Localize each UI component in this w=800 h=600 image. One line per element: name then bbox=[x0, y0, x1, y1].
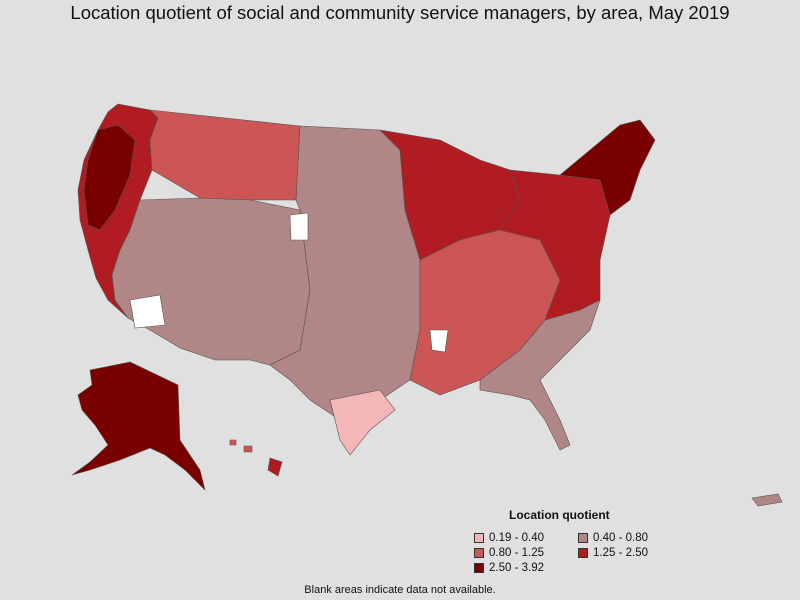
region-pacific-northwest-dark bbox=[83, 124, 136, 231]
no-data-area bbox=[289, 212, 309, 241]
region-texas-gulf bbox=[329, 389, 396, 456]
legend-swatch bbox=[474, 563, 484, 573]
legend-label: 0.40 - 0.80 bbox=[593, 532, 648, 544]
legend-item: 0.80 - 1.25 bbox=[474, 547, 544, 559]
no-data-area bbox=[129, 294, 166, 329]
region-hawaii bbox=[229, 439, 237, 446]
region-alaska bbox=[71, 361, 206, 491]
region-southeast bbox=[479, 299, 601, 451]
map-title: Location quotient of social and communit… bbox=[70, 2, 730, 23]
legend-item: 0.19 - 0.40 bbox=[474, 532, 544, 544]
region-hawaii bbox=[243, 445, 253, 453]
region-hawaii bbox=[267, 457, 283, 477]
legend-item: 2.50 - 3.92 bbox=[474, 562, 544, 574]
legend-swatch bbox=[578, 548, 588, 558]
legend-item: 0.40 - 0.80 bbox=[578, 532, 648, 544]
legend-item: 1.25 - 2.50 bbox=[578, 547, 648, 559]
legend-swatch bbox=[474, 548, 484, 558]
legend-swatch bbox=[578, 533, 588, 543]
no-data-area bbox=[429, 329, 449, 353]
region-northwest-inland bbox=[149, 109, 301, 201]
legend-label: 1.25 - 2.50 bbox=[593, 547, 648, 559]
region-puerto-rico bbox=[751, 493, 783, 507]
legend-swatch bbox=[474, 533, 484, 543]
footnote: Blank areas indicate data not available. bbox=[304, 584, 496, 596]
legend-label: 0.19 - 0.40 bbox=[489, 532, 544, 544]
legend-title: Location quotient bbox=[509, 508, 610, 522]
region-new-england bbox=[559, 119, 656, 216]
legend-label: 0.80 - 1.25 bbox=[489, 547, 544, 559]
region-southwest bbox=[111, 197, 311, 366]
legend-label: 2.50 - 3.92 bbox=[489, 562, 544, 574]
